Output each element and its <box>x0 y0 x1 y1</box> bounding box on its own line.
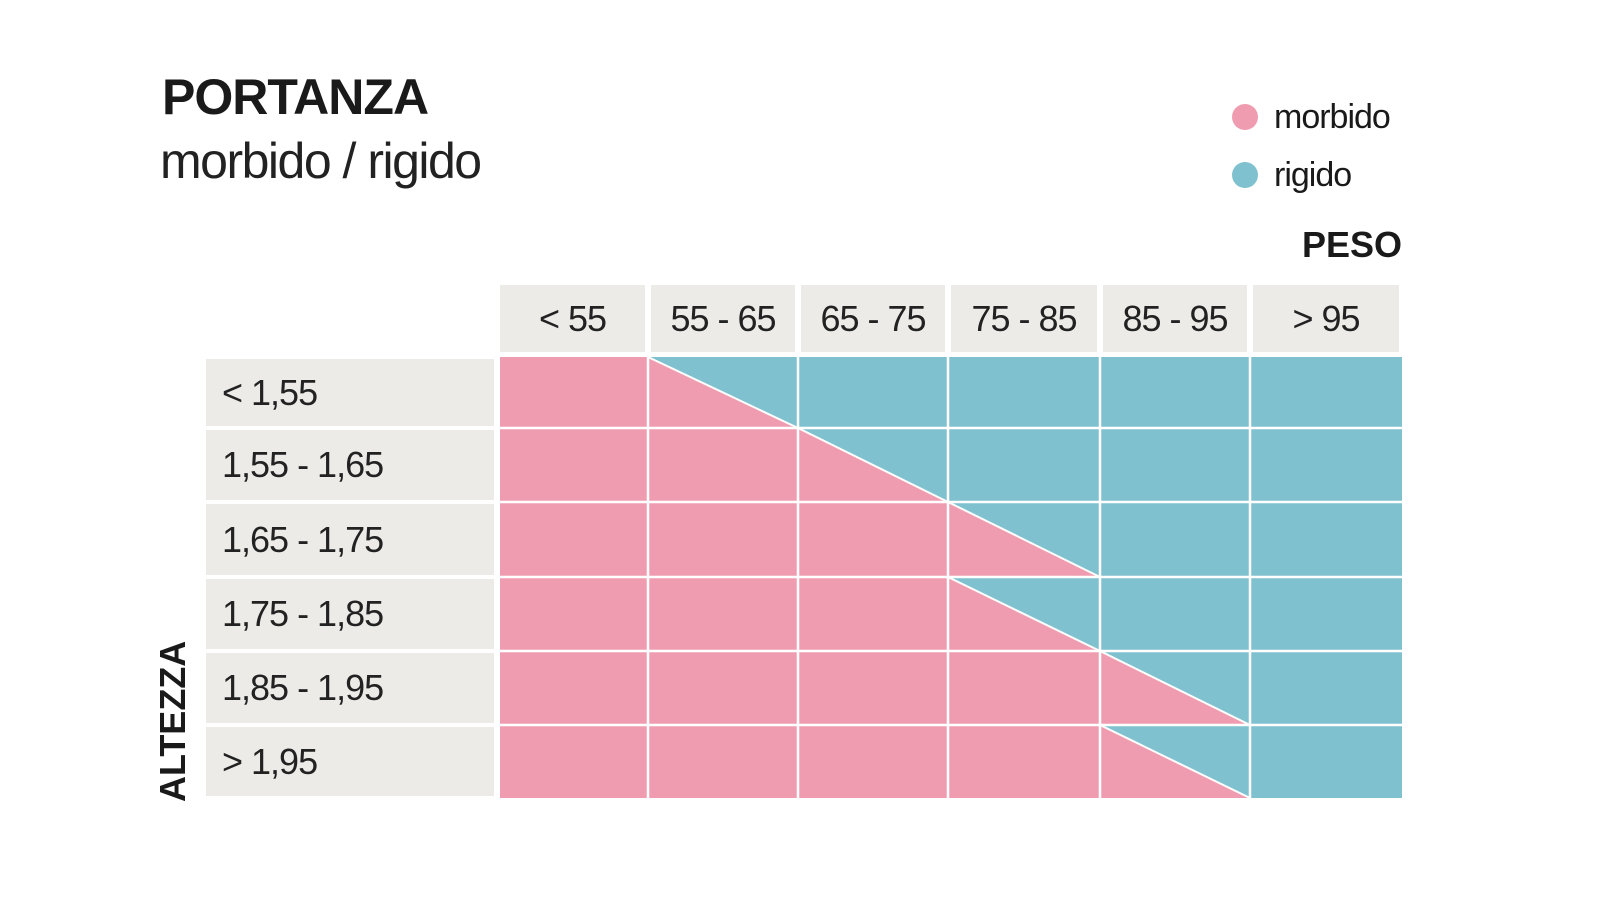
cell-morbido <box>948 651 1100 725</box>
cell-rigido <box>1100 502 1250 577</box>
cell-morbido <box>500 428 648 502</box>
column-header: < 55 <box>500 285 645 352</box>
cell-morbido <box>500 725 648 798</box>
cell-morbido <box>948 725 1100 798</box>
cell-diagonal <box>647 356 799 429</box>
column-header: 65 - 75 <box>801 285 945 352</box>
cell-rigido <box>1250 651 1402 725</box>
legend-item-morbido: morbido <box>1232 88 1391 146</box>
cell-morbido <box>500 502 648 577</box>
x-axis-label: PESO <box>1301 224 1402 265</box>
cell-morbido <box>500 651 648 725</box>
cell-rigido <box>1250 357 1402 428</box>
cell-morbido <box>648 577 798 651</box>
cell-morbido <box>648 725 798 798</box>
chart-title: PORTANZA <box>162 69 429 125</box>
cell-rigido <box>948 357 1100 428</box>
row-header: 1,65 - 1,75 <box>206 504 494 575</box>
cell-rigido <box>1250 577 1402 651</box>
legend-dot-morbido <box>1232 104 1258 130</box>
cell-rigido <box>1250 502 1402 577</box>
legend-item-rigido: rigido <box>1232 146 1390 204</box>
row-header: > 1,95 <box>206 727 494 796</box>
cell-diagonal <box>1099 650 1251 726</box>
cell-diagonal <box>1099 724 1251 799</box>
cell-morbido <box>798 502 948 577</box>
legend-dot-rigido <box>1232 162 1258 188</box>
legend: morbido rigido <box>1232 88 1391 204</box>
column-header: 75 - 85 <box>951 285 1097 352</box>
row-header: < 1,55 <box>206 359 494 426</box>
cell-morbido <box>648 428 798 502</box>
cell-diagonal <box>797 427 949 503</box>
row-header: 1,75 - 1,85 <box>206 579 494 649</box>
legend-label: morbido <box>1274 97 1391 136</box>
cell-morbido <box>648 502 798 577</box>
row-header: 1,55 - 1,65 <box>206 430 494 500</box>
cell-rigido <box>1250 428 1402 502</box>
cell-rigido <box>1100 428 1250 502</box>
chart-subtitle: morbido / rigido <box>160 133 482 189</box>
column-header: > 95 <box>1253 285 1399 352</box>
column-header: 85 - 95 <box>1103 285 1247 352</box>
cell-morbido <box>648 651 798 725</box>
cell-rigido <box>948 428 1100 502</box>
cell-morbido <box>798 577 948 651</box>
cell-morbido <box>500 357 648 428</box>
cell-rigido <box>798 357 948 428</box>
cell-diagonal <box>947 501 1101 578</box>
cell-diagonal <box>947 576 1101 652</box>
cell-rigido <box>1250 725 1402 798</box>
cell-rigido <box>1100 357 1250 428</box>
legend-label: rigido <box>1274 155 1352 194</box>
cell-morbido <box>798 651 948 725</box>
cell-morbido <box>798 725 948 798</box>
cell-morbido <box>500 577 648 651</box>
row-header: 1,85 - 1,95 <box>206 653 494 723</box>
column-header: 55 - 65 <box>651 285 795 352</box>
cell-rigido <box>1100 577 1250 651</box>
